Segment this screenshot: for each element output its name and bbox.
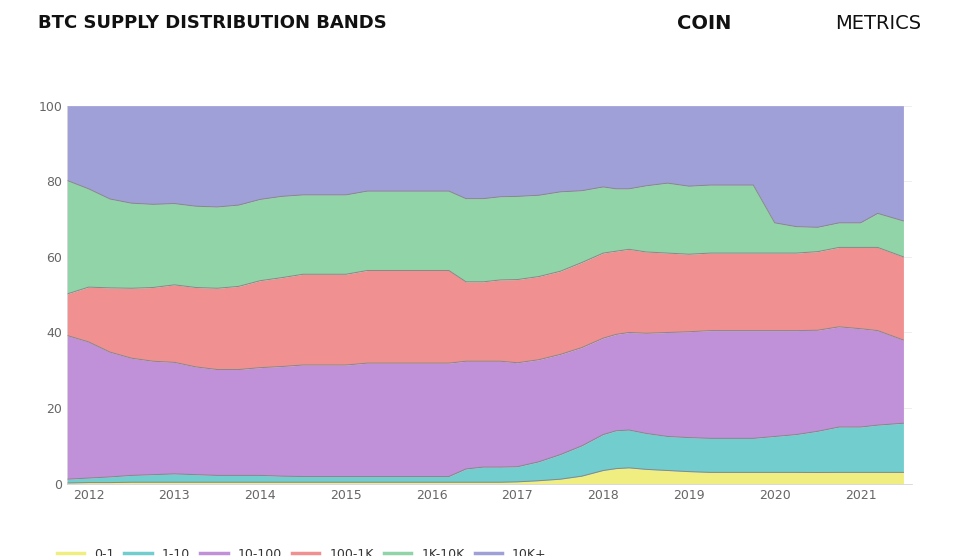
Text: BTC SUPPLY DISTRIBUTION BANDS: BTC SUPPLY DISTRIBUTION BANDS	[38, 14, 387, 32]
Text: COIN: COIN	[677, 14, 732, 33]
Legend: 0-1, 1-10, 10-100, 100-1K, 1K-10K, 10K+: 0-1, 1-10, 10-100, 100-1K, 1K-10K, 10K+	[57, 548, 546, 556]
Text: METRICS: METRICS	[835, 14, 922, 33]
